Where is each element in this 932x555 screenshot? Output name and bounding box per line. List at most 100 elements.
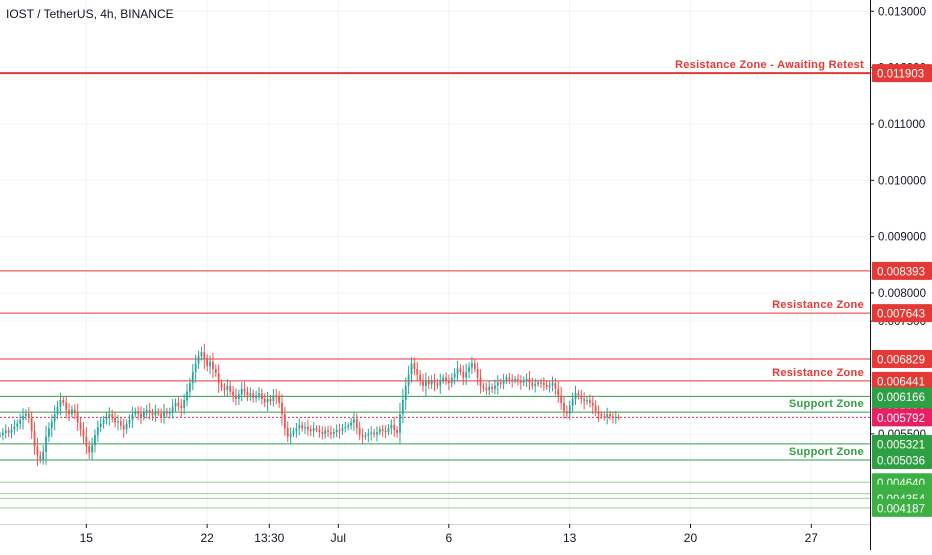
candle-body[interactable] — [318, 429, 321, 433]
candle-body[interactable] — [252, 393, 255, 398]
candle-body[interactable] — [298, 425, 301, 429]
candle-body[interactable] — [459, 368, 462, 372]
candle-body[interactable] — [65, 402, 68, 411]
candle-body[interactable] — [476, 369, 479, 378]
candle-body[interactable] — [324, 430, 327, 434]
candle-body[interactable] — [105, 416, 108, 420]
candle-body[interactable] — [209, 361, 211, 367]
candle-body[interactable] — [56, 406, 59, 415]
candle-body[interactable] — [79, 422, 82, 430]
candle-body[interactable] — [511, 379, 514, 381]
candle-body[interactable] — [494, 385, 496, 389]
candle-body[interactable] — [617, 416, 620, 418]
candle-body[interactable] — [73, 409, 76, 414]
candle-body[interactable] — [427, 380, 430, 385]
candle-body[interactable] — [88, 446, 91, 453]
candle-body[interactable] — [565, 411, 568, 414]
candle-body[interactable] — [25, 413, 27, 416]
candle-body[interactable] — [235, 395, 237, 399]
candle-body[interactable] — [263, 398, 266, 403]
candle-body[interactable] — [545, 384, 548, 388]
candle-body[interactable] — [563, 402, 565, 412]
candle-body[interactable] — [50, 421, 53, 429]
candle-body[interactable] — [315, 428, 318, 430]
candle-body[interactable] — [557, 388, 560, 396]
candle-body[interactable] — [330, 432, 332, 434]
candle-body[interactable] — [505, 377, 508, 381]
candle-body[interactable] — [471, 363, 473, 368]
candle-body[interactable] — [542, 383, 545, 385]
candle-body[interactable] — [551, 383, 554, 386]
candle-body[interactable] — [1, 432, 4, 435]
candle-body[interactable] — [128, 419, 131, 424]
candle-body[interactable] — [594, 405, 597, 412]
candle-body[interactable] — [399, 414, 401, 433]
candle-body[interactable] — [85, 436, 88, 447]
candle-body[interactable] — [71, 409, 73, 415]
candle-body[interactable] — [134, 411, 137, 415]
candle-body[interactable] — [439, 380, 442, 386]
candle-body[interactable] — [217, 372, 220, 384]
candle-body[interactable] — [525, 378, 528, 381]
candle-body[interactable] — [468, 367, 470, 372]
candle-body[interactable] — [361, 434, 364, 437]
candle-body[interactable] — [191, 371, 194, 384]
candle-body[interactable] — [531, 382, 534, 386]
candle-body[interactable] — [589, 400, 591, 403]
candle-body[interactable] — [177, 402, 180, 406]
candle-body[interactable] — [91, 445, 93, 453]
candle-body[interactable] — [404, 385, 407, 401]
candle-body[interactable] — [278, 396, 281, 403]
candle-body[interactable] — [413, 363, 416, 370]
candle-body[interactable] — [568, 405, 571, 414]
candle-body[interactable] — [309, 429, 312, 432]
candle-body[interactable] — [68, 410, 70, 415]
candle-body[interactable] — [62, 400, 65, 403]
candle-body[interactable] — [292, 431, 295, 434]
candle-body[interactable] — [436, 383, 439, 386]
candle-body[interactable] — [344, 427, 347, 429]
candle-body[interactable] — [7, 430, 10, 433]
candle-body[interactable] — [16, 423, 19, 427]
candle-body[interactable] — [42, 451, 45, 460]
candle-body[interactable] — [145, 410, 148, 413]
candle-body[interactable] — [591, 402, 594, 406]
candle-body[interactable] — [473, 363, 476, 370]
candle-body[interactable] — [246, 391, 249, 396]
candle-body[interactable] — [249, 393, 252, 396]
candle-body[interactable] — [534, 384, 537, 386]
candle-body[interactable] — [519, 381, 522, 383]
candle-body[interactable] — [0, 434, 1, 436]
candle-body[interactable] — [614, 416, 617, 418]
candle-body[interactable] — [537, 382, 539, 385]
candle-body[interactable] — [13, 426, 16, 430]
candle-body[interactable] — [433, 380, 436, 384]
candle-body[interactable] — [111, 414, 114, 419]
candle-body[interactable] — [206, 359, 209, 367]
candle-body[interactable] — [10, 429, 13, 433]
candle-body[interactable] — [272, 395, 275, 402]
candle-body[interactable] — [125, 423, 128, 430]
candle-body[interactable] — [131, 414, 134, 420]
candle-body[interactable] — [577, 393, 580, 396]
candle-body[interactable] — [384, 431, 387, 433]
candle-body[interactable] — [606, 414, 609, 417]
time-axis[interactable]: 15 22 13:30 Jul 6 13 20 27 — [80, 524, 819, 545]
candle-body[interactable] — [560, 395, 563, 403]
candle-body[interactable] — [232, 391, 234, 396]
candle-body[interactable] — [338, 429, 341, 431]
candle-body[interactable] — [332, 432, 335, 434]
candle-body[interactable] — [479, 377, 482, 386]
candle-body[interactable] — [307, 427, 309, 430]
candle-body[interactable] — [401, 400, 404, 415]
candle-body[interactable] — [419, 374, 422, 381]
candle-body[interactable] — [122, 425, 125, 430]
candle-body[interactable] — [488, 387, 491, 390]
candle-body[interactable] — [189, 383, 191, 392]
candle-body[interactable] — [612, 416, 614, 418]
candle-body[interactable] — [407, 374, 410, 386]
candle-body[interactable] — [350, 422, 352, 426]
candle-body[interactable] — [53, 414, 56, 422]
candle-body[interactable] — [226, 385, 229, 390]
candle-body[interactable] — [166, 411, 168, 414]
